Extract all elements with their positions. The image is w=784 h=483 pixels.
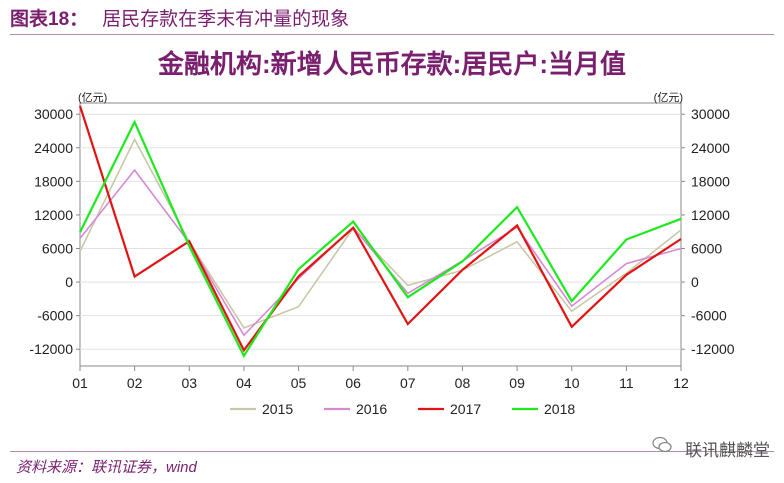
legend-label-2018: 2018 [544,401,575,417]
y-tick-label-left: 12000 [34,207,73,223]
x-tick-label: 05 [291,375,307,391]
y-tick-label-left: 0 [65,274,73,290]
x-tick-label: 08 [455,375,471,391]
figure-number: 图表18： [10,9,89,30]
y-tick-label-left: -6000 [37,308,73,324]
plot-frame [79,102,682,367]
x-tick-label: 12 [673,375,689,391]
y-tick-label-left: 18000 [34,173,73,189]
y-tick-label-right: 6000 [691,240,722,256]
x-tick-label: 11 [619,375,634,391]
x-tick-label: 02 [127,375,143,391]
title-divider [10,34,774,35]
y-tick-label-left: 30000 [34,106,73,122]
y-unit-right: (亿元) [654,91,683,104]
figure-title: 图表18： 居民存款在季末有冲量的现象 [10,4,349,31]
x-tick-label: 01 [72,375,88,391]
x-tick-label: 04 [236,375,252,391]
y-tick-label-right: 12000 [691,207,730,223]
chart-title: 金融机构:新增人民币存款:居民户:当月值 [158,49,626,79]
x-tick-label: 06 [345,375,361,391]
y-tick-label-right: -12000 [691,341,735,357]
series-line-2017 [78,105,682,353]
y-unit-left: (亿元) [78,91,107,104]
source-note: 资料来源：联讯证券，wind [16,459,197,476]
x-tick-label: 10 [564,375,580,391]
x-tick-label: 07 [400,375,416,391]
legend-label-2015: 2015 [262,401,293,417]
legend-label-2016: 2016 [356,401,387,417]
y-tick-label-right: 24000 [691,140,730,156]
wechat-icon [652,436,672,453]
y-tick-label-right: 30000 [691,106,730,122]
legend-label-2017: 2017 [450,401,481,417]
footer-divider [10,451,774,452]
series-line-2015 [79,137,682,329]
watermark: 联讯麒麟堂 [685,441,770,460]
y-tick-label-left: -12000 [29,341,73,357]
x-tick-label: 03 [181,375,197,391]
y-tick-label-left: 24000 [34,140,73,156]
series-line-2018 [79,119,682,359]
y-tick-label-right: 18000 [691,173,730,189]
figure-caption: 居民存款在季末有冲量的现象 [102,9,350,30]
y-tick-label-left: 6000 [42,240,73,256]
x-tick-label: 09 [509,375,525,391]
y-tick-label-right: -6000 [691,308,727,324]
y-tick-label-right: 0 [691,274,699,290]
